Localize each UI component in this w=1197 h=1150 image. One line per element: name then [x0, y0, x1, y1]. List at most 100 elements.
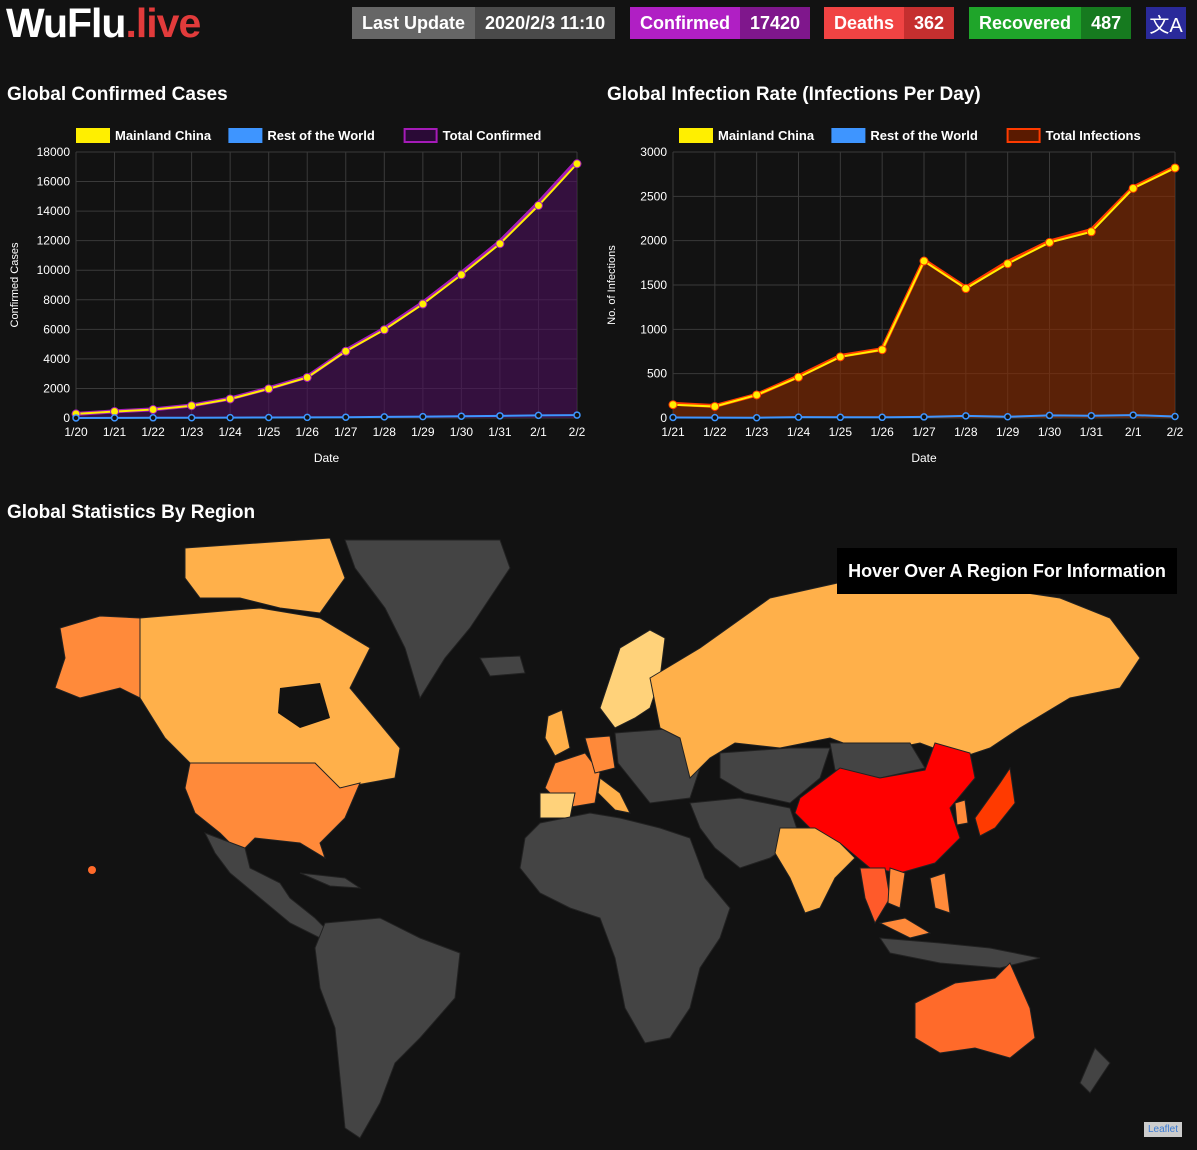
confirmed-badge: Confirmed 17420: [630, 7, 811, 39]
x-tick-label: 1/23: [745, 425, 769, 439]
mainland-data-point: [961, 284, 971, 294]
rest-data-point: [962, 412, 970, 420]
rest-data-point: [920, 413, 928, 421]
y-tick-label: 4000: [43, 352, 70, 366]
confirmed-cases-chart: 0 2000 4000 6000 8000 10000 12000 14000 16000 180…: [9, 128, 586, 465]
total-series-area: [673, 167, 1175, 418]
rest-data-point: [1045, 411, 1054, 420]
x-tick-label: 1/28: [373, 425, 397, 439]
x-tick-label: 1/26: [296, 425, 320, 439]
region-south-america: [314, 917, 461, 1139]
mainland-data-point: [1086, 227, 1096, 237]
world-map[interactable]: [0, 538, 1197, 1150]
x-tick-label: 1/27: [912, 425, 936, 439]
x-tick-label: 1/29: [996, 425, 1020, 439]
world-map-svg[interactable]: [0, 538, 1197, 1150]
region-canada-islands: [184, 538, 346, 614]
deaths-value: 362: [904, 7, 955, 39]
rest-data-point: [669, 413, 677, 422]
mainland-data-point: [1128, 183, 1138, 193]
last-update-label: Last Update: [352, 7, 476, 39]
map-hover-info: Hover Over A Region For Information: [837, 548, 1177, 594]
y-tick-label: 1000: [640, 322, 667, 336]
rest-data-point: [149, 414, 157, 422]
x-tick-label: 1/23: [180, 425, 204, 439]
region-new-zealand: [1079, 1047, 1111, 1094]
legend-label: Total Confirmed: [443, 128, 542, 143]
region-canada: [139, 607, 401, 789]
region-middle-east: [689, 797, 801, 869]
x-axis-label: Date: [314, 451, 340, 465]
mainland-data-point: [794, 372, 803, 382]
rest-data-point: [110, 414, 119, 422]
region-indonesia: [879, 937, 1041, 969]
rest-data-point: [1087, 411, 1096, 420]
mainland-data-point: [1045, 237, 1054, 247]
x-tick-label: 1/31: [488, 425, 512, 439]
total-series-area: [76, 160, 577, 419]
rest-data-point: [419, 412, 427, 421]
mainland-data-point: [1003, 259, 1013, 269]
region-italy: [597, 777, 631, 814]
region-uk: [544, 709, 571, 757]
confirmed-value: 17420: [740, 7, 811, 39]
rest-data-point: [187, 414, 196, 422]
region-alaska: [54, 615, 141, 699]
mainland-data-point: [264, 384, 274, 394]
x-axis-label: Date: [911, 451, 937, 465]
region-iceland: [479, 655, 526, 677]
rest-data-point: [342, 413, 350, 421]
y-tick-label: 18000: [37, 145, 71, 159]
region-central-asia: [719, 747, 831, 804]
region-spain: [539, 792, 576, 819]
map-title: Global Statistics By Region: [7, 502, 256, 523]
y-tick-label: 2000: [43, 381, 70, 395]
legend-label: Mainland China: [115, 128, 212, 143]
y-tick-label: 14000: [37, 204, 71, 218]
translate-icon: 文A: [1149, 14, 1183, 37]
rest-data-point: [878, 413, 886, 422]
region-japan: [974, 766, 1016, 837]
x-tick-label: 2/1: [530, 425, 547, 439]
region-usa: [184, 762, 361, 860]
site-logo[interactable]: WuFlu.live: [6, 0, 201, 46]
x-tick-label: 1/28: [954, 425, 978, 439]
logo-main-text: WuFlu: [6, 0, 126, 46]
y-tick-label: 6000: [43, 322, 70, 336]
region-germany: [584, 735, 616, 774]
y-tick-label: 2500: [640, 189, 667, 203]
legend-label: Rest of the World: [870, 128, 977, 143]
deaths-label: Deaths: [824, 7, 905, 39]
rest-data-point: [457, 412, 466, 420]
y-tick-label: 500: [647, 367, 667, 381]
y-tick-label: 0: [63, 411, 70, 425]
region-hawaii: [88, 866, 96, 874]
chart1-title: Global Confirmed Cases: [7, 84, 228, 105]
rest-data-point: [380, 413, 389, 421]
logo-dot: .: [125, 0, 136, 46]
mainland-data-point: [835, 352, 845, 362]
translate-button[interactable]: 文A: [1146, 7, 1186, 39]
legend-swatch: [1006, 128, 1041, 143]
rest-data-point: [496, 412, 504, 420]
x-tick-label: 1/21: [661, 425, 685, 439]
mainland-data-point: [752, 390, 762, 400]
mainland-data-point: [379, 325, 389, 335]
x-tick-label: 1/26: [870, 425, 894, 439]
mainland-data-point: [302, 372, 312, 382]
y-tick-label: 10000: [37, 263, 71, 277]
leaflet-attribution-link[interactable]: Leaflet: [1144, 1122, 1183, 1137]
x-tick-label: 1/25: [257, 425, 281, 439]
region-thailand: [859, 867, 891, 925]
y-tick-label: 12000: [37, 234, 71, 248]
legend-label: Total Infections: [1046, 128, 1141, 143]
legend-swatch: [403, 128, 438, 143]
x-tick-label: 2/2: [1167, 425, 1184, 439]
rest-data-point: [1171, 412, 1179, 421]
mainland-data-point: [1170, 163, 1180, 173]
rest-data-point: [836, 413, 845, 422]
chart2-title: Global Infection Rate (Infections Per Da…: [607, 84, 981, 105]
rest-data-point: [303, 413, 311, 422]
x-tick-label: 1/22: [141, 425, 165, 439]
region-malaysia: [878, 917, 932, 939]
